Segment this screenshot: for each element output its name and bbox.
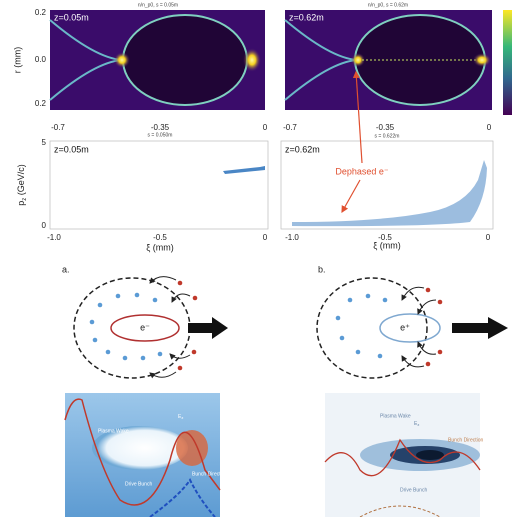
shape-circle: [340, 336, 345, 341]
shape-ellipse: [317, 278, 427, 378]
x-tick-label: -1.0: [47, 233, 61, 242]
shape-circle: [106, 350, 111, 355]
x-tick-label: -0.7: [283, 123, 297, 132]
shape-circle: [141, 356, 146, 361]
x-tick-label: 0: [263, 123, 268, 132]
y-tick-label: 5: [42, 138, 47, 147]
panel-tag: b.: [318, 264, 326, 274]
shape-circle: [123, 356, 128, 361]
shape-circle: [98, 303, 103, 308]
image-label: Plasma Wake: [380, 413, 411, 419]
shape-ellipse: [380, 314, 440, 342]
shape-circle: [438, 350, 443, 355]
shape-circle: [426, 288, 431, 293]
particle-label: e⁻: [140, 322, 150, 332]
x-tick-label: -0.35: [151, 123, 170, 132]
group: [150, 277, 190, 378]
shape-circle: [178, 366, 183, 371]
shape-circle: [90, 320, 95, 325]
panel-title: s = 0.050m: [148, 132, 173, 138]
x-tick-label: 0: [263, 233, 268, 242]
shape-path: [170, 354, 190, 358]
shape-path: [418, 300, 436, 314]
shape-circle: [336, 316, 341, 321]
image-label: Ez: [178, 414, 183, 420]
density-map-right: [285, 10, 492, 110]
shape-circle: [366, 294, 371, 299]
x-axis-label: ξ (mm): [146, 242, 174, 252]
shape-circle: [356, 350, 361, 355]
image-label: Bunch Direction: [448, 437, 484, 443]
shape-path: [402, 356, 424, 367]
shape-circle: [192, 350, 197, 355]
shape-circle: [438, 300, 443, 305]
shape-circle: [158, 352, 163, 357]
density-map-left: [50, 10, 265, 110]
y-axis-label: pz (GeV/c): [16, 164, 27, 206]
image-label: Ez: [414, 421, 419, 427]
shape-circle: [348, 298, 353, 303]
panel-label: z=0.62m: [289, 12, 324, 22]
shape-circle: [426, 362, 431, 367]
panel-title: n/n_p0, s = 0.62m: [368, 2, 408, 8]
wake-image-a: [65, 393, 220, 517]
figure: n/n_p0, s = 0.05m n/n_p0, s = 0.62m z=0.…: [0, 0, 512, 517]
y-tick-label: 0.2: [35, 8, 47, 17]
shape-ellipse: [176, 430, 208, 466]
shape-ellipse: [114, 52, 130, 68]
shape-circle: [178, 281, 183, 286]
colorbar: [503, 10, 512, 115]
diagram-b: [317, 278, 508, 378]
panel-label: z=0.62m: [285, 144, 320, 154]
panel-label: z=0.05m: [54, 144, 89, 154]
x-tick-label: -0.7: [51, 123, 65, 132]
y-axis-label: r (mm): [12, 47, 22, 74]
shape-path: [188, 317, 228, 339]
shape-ellipse: [74, 278, 190, 378]
x-tick-label: 0: [486, 233, 491, 242]
image-label: Bunch Direction: [192, 471, 228, 477]
wake-image-b: [325, 393, 480, 517]
y-tick-label: 0: [42, 221, 47, 230]
group: [90, 293, 163, 361]
shape-ellipse: [473, 53, 491, 67]
shape-ellipse: [123, 15, 247, 105]
x-axis-label: ξ (mm): [373, 240, 401, 250]
shape-circle: [383, 298, 388, 303]
image-label: Plasma Wake: [98, 428, 129, 434]
shape-ellipse: [416, 450, 444, 460]
panel-title: n/n_p0, s = 0.05m: [138, 2, 178, 8]
y-tick-label: 0.2: [35, 99, 47, 108]
y-tick-label: 0.0: [35, 55, 47, 64]
x-tick-label: 0: [487, 123, 492, 132]
x-tick-label: -1.0: [285, 233, 299, 242]
shape-circle: [378, 354, 383, 359]
annotation: Dephased e⁻: [335, 166, 389, 176]
x-tick-label: -0.5: [153, 233, 167, 242]
shape-circle: [93, 338, 98, 343]
shape-path: [150, 372, 176, 377]
shape-circle: [193, 296, 198, 301]
shape-circle: [153, 298, 158, 303]
image-label: Drive Bunch: [400, 487, 427, 493]
panel-title: s = 0.622m: [375, 133, 400, 139]
shape-ellipse: [243, 48, 261, 72]
shape-path: [172, 294, 190, 302]
image-label: Drive Bunch: [125, 481, 152, 487]
particle-label: e⁺: [400, 322, 410, 332]
shape-circle: [135, 293, 140, 298]
shape-circle: [116, 294, 121, 299]
diagram-a: [74, 277, 228, 378]
panel-label: z=0.05m: [54, 12, 89, 22]
panel-tag: a.: [62, 264, 70, 274]
shape-path: [452, 317, 508, 339]
x-tick-label: -0.35: [376, 123, 395, 132]
